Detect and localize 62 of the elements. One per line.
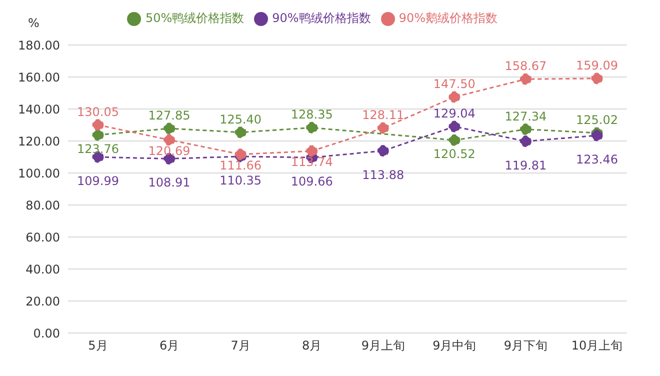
point: [377, 145, 389, 157]
point: [448, 120, 460, 132]
point: [448, 91, 460, 103]
legend-label: 90%鹅绒价格指数: [398, 11, 498, 25]
point: [234, 126, 246, 138]
y-tick-label: 100.00: [18, 166, 60, 180]
y-axis-title: %: [28, 16, 40, 30]
data-label: 159.09: [576, 58, 618, 72]
point: [306, 145, 318, 157]
point: [591, 130, 603, 142]
point: [520, 136, 532, 148]
legend-label: 50%鸭绒价格指数: [145, 11, 244, 25]
y-tick-label: 20.00: [26, 294, 60, 308]
x-tick-label: 10月上旬: [571, 338, 623, 353]
data-label: 128.11: [362, 108, 404, 122]
point: [164, 134, 176, 146]
data-label: 119.81: [504, 158, 547, 172]
data-label: 123.46: [576, 152, 618, 166]
data-label: 109.66: [290, 174, 333, 189]
x-tick-label: 5月: [88, 338, 108, 353]
x-tick-label: 9月上旬: [361, 338, 405, 353]
point: [306, 122, 318, 134]
x-tick-label: 9月中旬: [432, 338, 476, 353]
y-tick-label: 0.00: [33, 326, 60, 340]
point: [377, 122, 389, 134]
data-label: 125.40: [220, 112, 262, 126]
x-tick-label: 9月下旬: [504, 338, 548, 353]
point: [92, 119, 104, 131]
data-label: 127.34: [504, 109, 547, 124]
data-label: 129.04: [433, 106, 476, 121]
point: [520, 73, 532, 85]
point: [520, 124, 532, 136]
data-label: 128.35: [290, 108, 333, 122]
data-label: 147.50: [433, 77, 476, 91]
point: [92, 129, 104, 141]
x-tick-label: 6月: [159, 338, 180, 353]
data-label: 125.02: [576, 112, 618, 127]
y-tick-label: 40.00: [26, 262, 60, 276]
x-tick-label: 7月: [230, 338, 250, 353]
data-label: 120.69: [148, 144, 190, 158]
y-tick-label: 180.00: [18, 38, 60, 52]
data-label: 113.74: [290, 155, 333, 170]
data-label: 109.99: [77, 174, 119, 188]
data-label: 110.35: [220, 173, 262, 188]
data-label: 127.85: [148, 108, 190, 122]
data-label: 130.05: [77, 104, 119, 119]
y-tick-label: 80.00: [26, 198, 60, 212]
y-tick-label: 120.00: [18, 134, 60, 148]
point: [164, 122, 176, 134]
data-label: 120.52: [433, 147, 476, 162]
x-tick-label: 8月: [302, 338, 322, 353]
point: [448, 134, 460, 146]
data-label: 123.76: [77, 142, 119, 156]
y-tick-label: 160.00: [18, 70, 60, 84]
data-label: 111.66: [220, 158, 262, 172]
y-tick-label: 60.00: [26, 230, 60, 244]
legend-label: 90%鸭绒价格指数: [272, 11, 371, 25]
data-label: 113.88: [362, 168, 404, 182]
data-label: 108.91: [148, 176, 190, 190]
y-tick-label: 140.00: [18, 102, 60, 116]
point: [591, 72, 603, 84]
data-label: 158.67: [504, 59, 547, 74]
